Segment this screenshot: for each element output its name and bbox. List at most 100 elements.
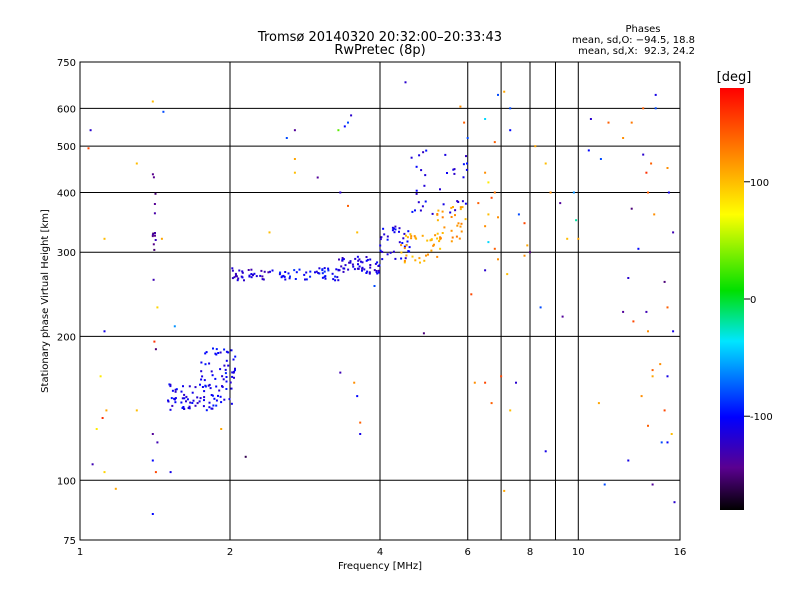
data-point — [151, 100, 154, 103]
data-point — [99, 375, 102, 378]
data-point — [293, 158, 296, 160]
data-point — [284, 278, 287, 281]
data-point — [201, 386, 204, 388]
data-point — [186, 398, 189, 401]
data-point — [403, 245, 406, 248]
colorbar-label: [deg] — [717, 70, 752, 85]
data-point — [359, 433, 362, 435]
data-point — [298, 268, 301, 271]
data-point — [269, 270, 271, 273]
data-point — [199, 397, 202, 400]
data-point — [173, 325, 176, 328]
data-point — [183, 393, 186, 396]
data-point — [230, 349, 233, 352]
data-point — [215, 348, 218, 351]
data-point — [103, 330, 106, 333]
data-point — [439, 237, 442, 240]
data-point — [458, 237, 461, 240]
data-point — [523, 222, 526, 225]
data-point — [338, 258, 340, 261]
data-point — [421, 205, 424, 208]
data-point — [651, 369, 654, 372]
data-point — [89, 129, 92, 132]
data-point — [337, 279, 340, 282]
data-point — [281, 275, 284, 278]
x-tick-label: 16 — [674, 547, 687, 558]
data-point — [334, 275, 337, 278]
data-point — [295, 271, 298, 274]
data-point — [369, 264, 372, 266]
data-point — [303, 273, 306, 276]
data-point — [418, 154, 421, 157]
data-point — [234, 355, 237, 358]
data-point — [377, 269, 380, 272]
data-point — [398, 230, 400, 233]
data-point — [436, 255, 439, 258]
phase-stats-x: mean, sd,X: 92.3, 24.2 — [578, 46, 695, 57]
data-point — [213, 397, 216, 400]
data-point — [237, 277, 240, 280]
data-point — [152, 243, 155, 246]
data-point — [154, 232, 156, 234]
data-point — [666, 375, 669, 378]
data-point — [332, 278, 335, 281]
data-point — [434, 234, 437, 237]
data-point — [441, 210, 444, 213]
data-point — [457, 222, 460, 225]
data-point — [572, 191, 575, 194]
data-point — [391, 229, 394, 232]
data-point — [433, 243, 435, 246]
data-point — [453, 172, 456, 175]
data-point — [114, 487, 117, 490]
data-point — [493, 191, 496, 194]
data-point — [368, 271, 371, 274]
data-point — [232, 358, 235, 361]
data-point — [647, 330, 649, 333]
data-point — [289, 275, 291, 278]
data-point — [169, 385, 172, 388]
data-point — [415, 165, 418, 168]
data-point — [473, 381, 476, 384]
data-point — [174, 390, 177, 393]
data-point — [366, 258, 369, 261]
data-point — [194, 404, 197, 407]
data-point — [575, 219, 578, 222]
data-point — [339, 371, 342, 374]
data-point — [497, 216, 499, 219]
data-point — [262, 278, 265, 281]
data-point — [365, 256, 368, 258]
data-point — [185, 400, 187, 403]
data-point — [464, 202, 467, 205]
data-point — [151, 173, 154, 176]
data-point — [493, 247, 496, 250]
x-tick-label: 10 — [572, 547, 585, 558]
data-point — [360, 260, 362, 263]
data-point — [337, 129, 340, 132]
data-point — [154, 471, 157, 474]
data-point — [392, 250, 395, 253]
data-point — [327, 269, 330, 272]
data-point — [191, 402, 194, 404]
data-point — [577, 237, 580, 240]
data-point — [233, 376, 235, 379]
data-point — [450, 206, 453, 209]
x-axis-label: Frequency [MHz] — [338, 561, 422, 572]
data-point — [379, 238, 382, 241]
data-point — [382, 227, 385, 230]
data-point — [248, 274, 251, 277]
data-point — [415, 237, 418, 240]
data-point — [391, 226, 394, 229]
chart-title: Tromsø 20140320 20:32:00–20:33:43 — [257, 30, 502, 45]
data-point — [217, 394, 219, 397]
data-point — [500, 375, 503, 378]
data-point — [212, 404, 215, 407]
data-point — [169, 471, 172, 474]
data-point — [386, 253, 389, 256]
data-point — [404, 81, 407, 84]
data-point — [210, 370, 213, 373]
plot-grid — [80, 62, 680, 540]
y-tick-label: 100 — [57, 476, 76, 487]
data-point — [220, 401, 223, 404]
data-point — [221, 385, 224, 388]
